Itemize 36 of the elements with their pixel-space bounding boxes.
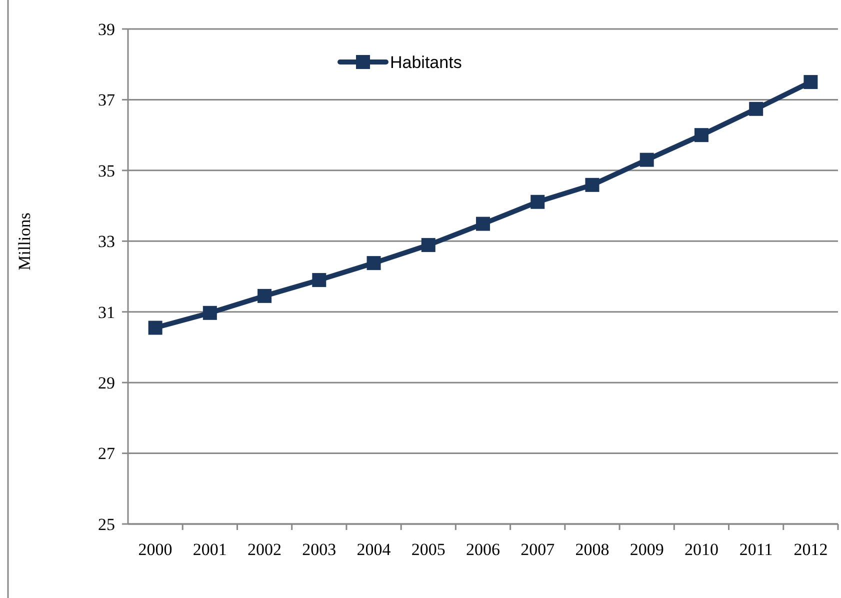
y-tick-label: 33 [98, 232, 115, 252]
point [202, 306, 217, 320]
point [421, 238, 436, 252]
point [148, 320, 162, 335]
point [530, 194, 545, 209]
legend-label: Habitants [390, 52, 462, 72]
x-tick-label: 2002 [248, 540, 282, 559]
point [258, 288, 272, 303]
point [476, 216, 490, 231]
x-tick-label: 2012 [794, 540, 828, 559]
x-tick-label: 2005 [411, 540, 446, 559]
x-tick-label: 2004 [356, 540, 392, 559]
x-tick-label: 2003 [302, 540, 336, 559]
y-tick-label: 39 [98, 20, 115, 39]
y-tick-label: 35 [98, 161, 115, 180]
point [640, 152, 654, 167]
y-tick-label: 37 [98, 90, 116, 110]
x-tick-label: 2000 [138, 540, 172, 559]
point [749, 102, 764, 116]
point [694, 128, 708, 142]
y-tick-label: 27 [98, 444, 116, 464]
point [366, 256, 381, 270]
x-tick-label: 2008 [575, 540, 610, 559]
y-tick-label: 25 [98, 514, 115, 534]
x-tick-label: 2009 [630, 540, 664, 559]
x-tick-label: 2007 [520, 540, 556, 559]
point [312, 273, 326, 288]
y-tick-label: 31 [98, 302, 115, 322]
y-axis-title: Millions [15, 212, 34, 270]
x-tick-label: 2011 [739, 540, 773, 559]
point [804, 75, 818, 90]
x-tick-label: 2001 [192, 540, 227, 559]
point [585, 178, 600, 192]
x-tick-label: 2010 [684, 540, 718, 559]
y-tick-label: 29 [98, 374, 115, 393]
x-tick-label: 2006 [466, 540, 500, 559]
